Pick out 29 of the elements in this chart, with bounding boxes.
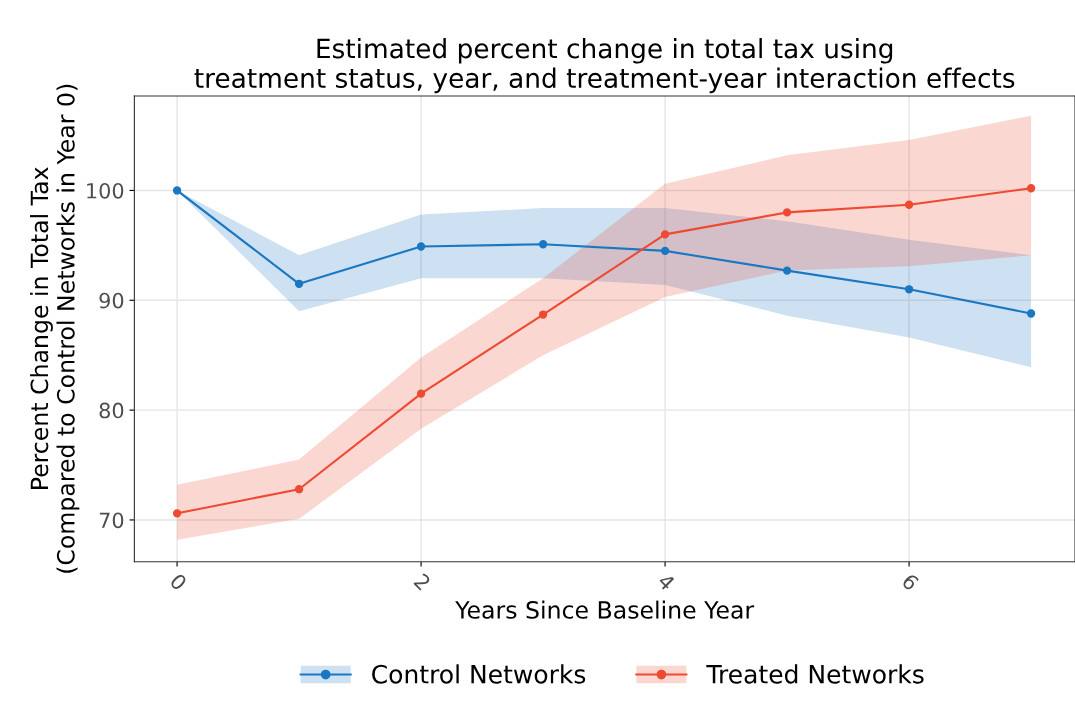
x-tick-label: 4 <box>657 572 676 592</box>
y-tick-label: 70 <box>99 512 124 529</box>
point <box>294 485 304 494</box>
y-tick-label: 90 <box>99 292 124 309</box>
x-axis-title: Years Since Baseline Year <box>455 600 755 619</box>
point <box>904 200 914 209</box>
point <box>1026 309 1036 318</box>
point <box>538 310 548 319</box>
point <box>904 285 914 294</box>
legend-label: Control Networks <box>372 664 586 684</box>
point <box>416 389 426 398</box>
point <box>1026 184 1036 193</box>
y-tick-label: 100 <box>87 182 124 199</box>
point <box>172 509 182 518</box>
y-tick-label: 80 <box>99 402 124 419</box>
point <box>660 230 670 239</box>
point <box>782 266 792 275</box>
point <box>172 186 182 195</box>
y-axis-title: Percent Change in Total Tax (Compared to Control Networks in Year 0) <box>30 84 80 573</box>
point <box>416 242 426 251</box>
point <box>782 208 792 217</box>
legend-label: Treated Networks <box>706 664 924 684</box>
chart-title: Estimated percent change in total tax using treatment status, year, and treatment-year interaction effects <box>194 38 1015 94</box>
point <box>294 279 304 288</box>
point <box>538 240 548 249</box>
x-tick-label: 2 <box>413 572 432 591</box>
x-tick-label: 6 <box>901 572 920 592</box>
point <box>660 246 670 256</box>
x-tick-label: 0 <box>169 572 188 592</box>
